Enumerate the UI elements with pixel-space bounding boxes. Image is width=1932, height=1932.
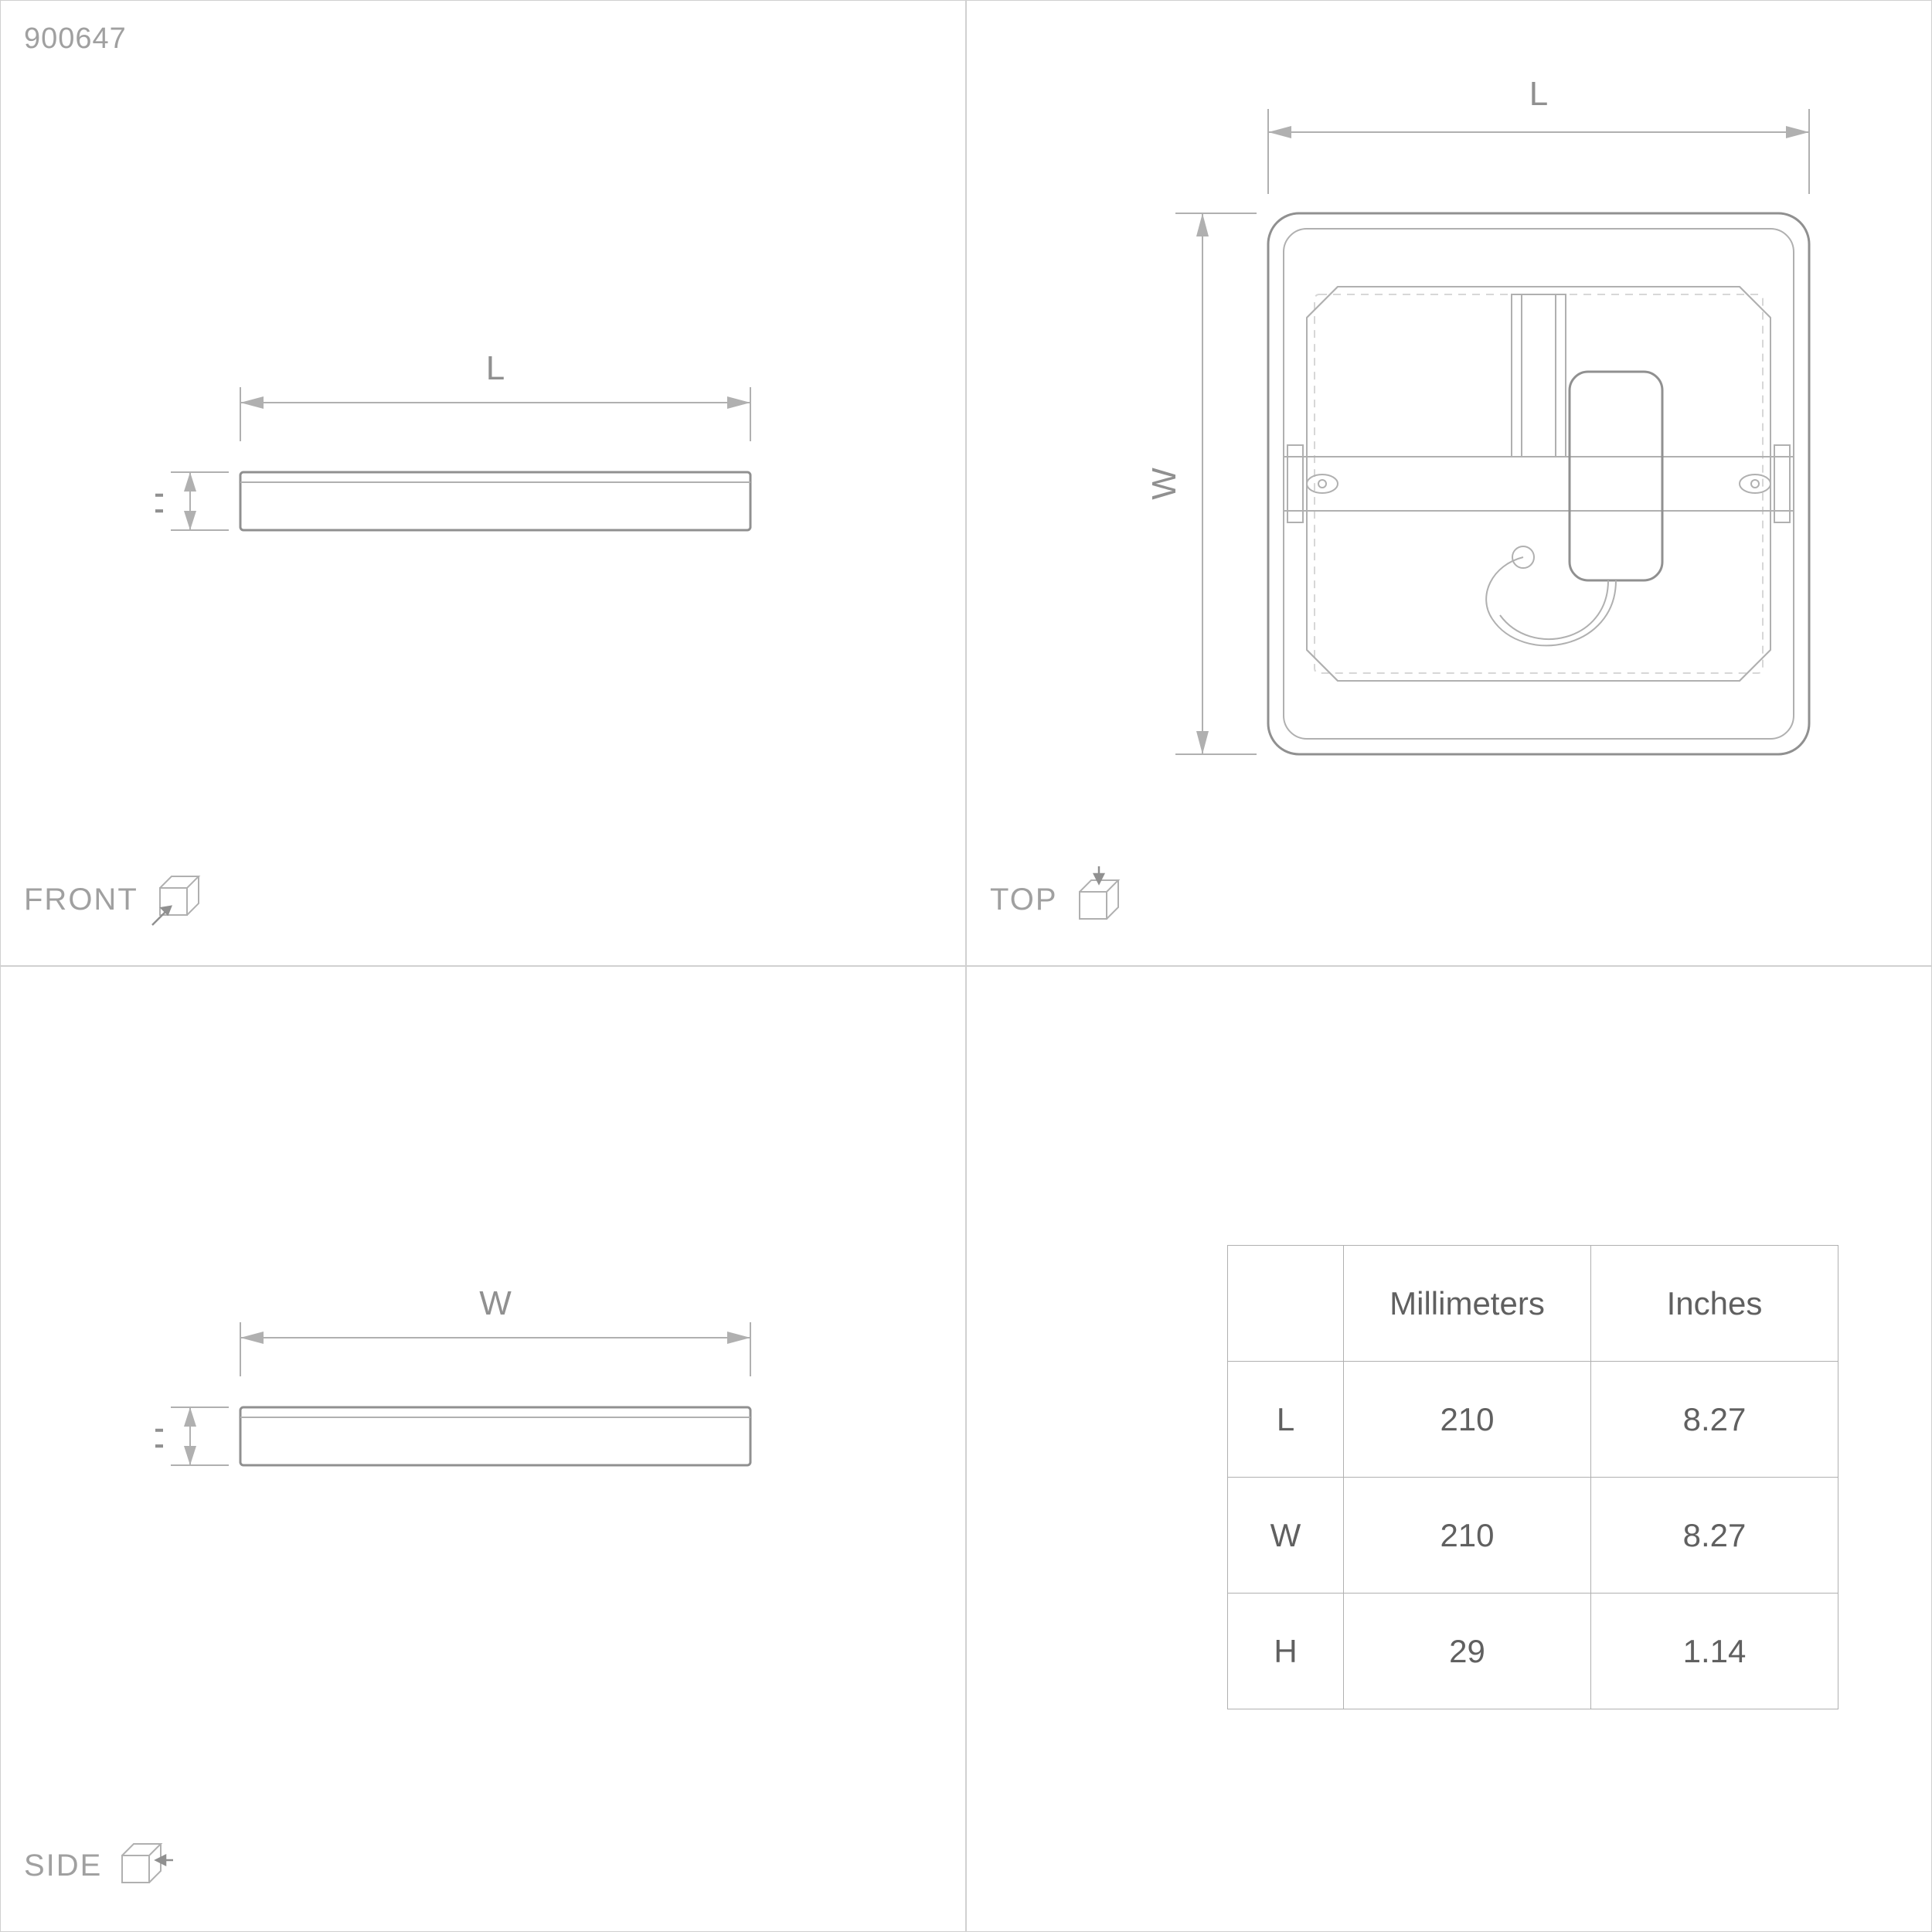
drawing-grid: 900647 L H <box>0 0 1932 1932</box>
cell-key: H <box>1228 1594 1344 1709</box>
dimensions-table: Millimeters Inches L 210 8.27 W 210 8.27… <box>1227 1245 1838 1709</box>
top-drawing: L W <box>1060 63 1855 859</box>
front-view-label: FRONT <box>24 865 214 934</box>
cell-in: 8.27 <box>1591 1362 1838 1478</box>
cell-in: 8.27 <box>1591 1478 1838 1594</box>
top-view-label: TOP <box>990 865 1134 934</box>
table-header-row: Millimeters Inches <box>1228 1246 1838 1362</box>
side-view-panel: W H SIDE <box>0 966 966 1932</box>
side-view-label: SIDE <box>24 1831 178 1900</box>
table-row: H 29 1.14 <box>1228 1594 1838 1709</box>
front-view-panel: 900647 L H <box>0 0 966 966</box>
cell-key: W <box>1228 1478 1344 1594</box>
top-l-label: L <box>1529 75 1548 113</box>
cell-mm: 210 <box>1344 1478 1591 1594</box>
table-header-blank <box>1228 1246 1344 1362</box>
front-cube-icon <box>145 865 214 934</box>
front-l-label: L <box>486 356 505 387</box>
side-w-label: W <box>479 1291 512 1322</box>
side-label-text: SIDE <box>24 1849 102 1883</box>
part-number: 900647 <box>24 22 127 56</box>
table-header-in: Inches <box>1591 1246 1838 1362</box>
table-header-mm: Millimeters <box>1344 1246 1591 1362</box>
top-label-text: TOP <box>990 883 1058 917</box>
cell-in: 1.14 <box>1591 1594 1838 1709</box>
front-h-label: H <box>155 491 171 515</box>
top-view-panel: L W <box>966 0 1932 966</box>
front-drawing: L H <box>155 356 789 557</box>
side-h-label: H <box>155 1426 171 1451</box>
side-drawing: W H <box>155 1291 789 1492</box>
table-row: W 210 8.27 <box>1228 1478 1838 1594</box>
dimensions-table-panel: Millimeters Inches L 210 8.27 W 210 8.27… <box>966 966 1932 1932</box>
table-row: L 210 8.27 <box>1228 1362 1838 1478</box>
cell-key: L <box>1228 1362 1344 1478</box>
front-label-text: FRONT <box>24 883 138 917</box>
cell-mm: 210 <box>1344 1362 1591 1478</box>
cell-mm: 29 <box>1344 1594 1591 1709</box>
top-w-label: W <box>1145 468 1183 500</box>
top-cube-icon <box>1064 865 1134 934</box>
side-cube-icon <box>108 1831 178 1900</box>
